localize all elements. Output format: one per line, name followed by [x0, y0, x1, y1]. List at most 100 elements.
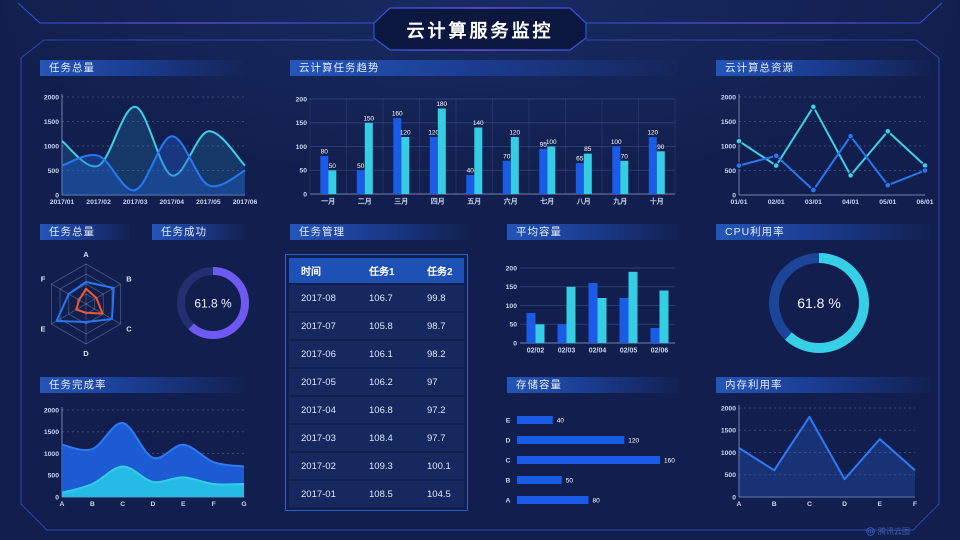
svg-text:1500: 1500	[44, 119, 59, 126]
svg-text:F: F	[41, 275, 46, 284]
tasks-total-line-chart: 0 500 1000 1500 2000 2017/01 2017/02 2017/03 201…	[44, 94, 257, 206]
svg-text:0: 0	[55, 494, 59, 501]
svg-text:四月: 四月	[431, 198, 445, 206]
svg-text:D: D	[842, 501, 847, 508]
page-title: 云计算服务监控	[406, 21, 554, 41]
panel-title-avg-capacity: 平均容量	[507, 224, 679, 240]
table-cell: 2017-03	[301, 432, 336, 444]
table-cell: 99.8	[427, 292, 446, 304]
table-cell: 2017-02	[301, 460, 336, 472]
svg-text:八月: 八月	[576, 198, 591, 206]
tencent-cloud-logo-icon	[866, 527, 875, 536]
svg-text:80: 80	[593, 498, 601, 505]
svg-text:140: 140	[473, 120, 484, 127]
svg-text:A: A	[60, 501, 65, 508]
svg-text:95: 95	[540, 141, 548, 148]
svg-text:B: B	[90, 501, 95, 508]
svg-text:500: 500	[48, 168, 60, 175]
table-cell: 106.8	[369, 404, 393, 416]
svg-text:2017/03: 2017/03	[123, 199, 148, 206]
svg-text:90: 90	[657, 144, 665, 151]
svg-text:2017/06: 2017/06	[233, 199, 258, 206]
table-row: 2017-05 106.2 97	[289, 369, 464, 395]
svg-text:G: G	[241, 501, 246, 508]
table-cell: 97.7	[427, 432, 446, 444]
table-cell: 98.7	[427, 320, 446, 332]
table-cell: 109.3	[369, 460, 393, 472]
svg-text:2000: 2000	[44, 94, 59, 101]
svg-text:二月: 二月	[358, 198, 372, 206]
svg-text:500: 500	[725, 472, 737, 479]
memory-line-chart: 0 500 1000 1500 2000 A B C D E F	[721, 405, 917, 508]
table-cell: 97.2	[427, 404, 446, 416]
svg-text:一月: 一月	[321, 198, 335, 206]
svg-text:A: A	[737, 501, 742, 508]
svg-text:1500: 1500	[44, 429, 59, 436]
svg-text:85: 85	[584, 146, 592, 153]
svg-text:100: 100	[611, 139, 622, 146]
panel-title-tasks-radar: 任务总量	[40, 224, 130, 240]
storage-hbar-chart: E 40 D 120 C 160 B 50 A 80	[506, 416, 675, 505]
svg-text:02/01: 02/01	[768, 199, 785, 206]
svg-text:C: C	[126, 324, 132, 333]
svg-text:02/02: 02/02	[527, 348, 545, 355]
table-header-row: 时间 任务1 任务2	[289, 258, 464, 283]
svg-text:0: 0	[732, 192, 736, 199]
svg-text:D: D	[506, 438, 511, 445]
svg-text:120: 120	[647, 130, 658, 137]
table-cell: 105.8	[369, 320, 393, 332]
svg-text:150: 150	[363, 115, 374, 122]
svg-text:0: 0	[513, 340, 517, 347]
svg-text:03/01: 03/01	[805, 199, 822, 206]
panel-title-tasks-total: 任务总量	[40, 60, 244, 76]
svg-text:C: C	[120, 501, 125, 508]
svg-text:02/03: 02/03	[558, 348, 576, 355]
task-table: 时间 任务1 任务2 2017-08 106.7 99.8 2017-07 105.8 98.7…	[285, 254, 468, 511]
svg-text:65: 65	[576, 156, 584, 163]
table-cell: 2017-07	[301, 320, 336, 332]
svg-text:40: 40	[557, 418, 565, 425]
svg-text:120: 120	[509, 130, 520, 137]
svg-text:B: B	[772, 501, 777, 508]
panel-title-memory: 内存利用率	[716, 377, 930, 393]
svg-text:E: E	[41, 324, 46, 333]
svg-text:50: 50	[329, 163, 337, 170]
watermark-text: 腾讯云图	[878, 527, 910, 536]
table-cell: 2017-08	[301, 292, 336, 304]
panel-title-task-success: 任务成功	[152, 224, 245, 240]
svg-text:B: B	[506, 478, 511, 485]
svg-text:2000: 2000	[721, 94, 736, 101]
svg-text:160: 160	[664, 458, 675, 465]
panel-title-cpu: CPU利用率	[716, 224, 930, 240]
svg-text:02/06: 02/06	[651, 348, 669, 355]
svg-text:A: A	[506, 498, 511, 505]
svg-text:01/01: 01/01	[730, 199, 747, 206]
svg-text:80: 80	[321, 149, 329, 156]
table-cell: 100.1	[427, 460, 451, 472]
svg-text:0: 0	[303, 191, 307, 198]
svg-text:50: 50	[509, 322, 517, 329]
svg-text:C: C	[506, 458, 511, 465]
svg-text:120: 120	[628, 438, 639, 445]
table-row: 2017-01 108.5 104.5	[289, 481, 464, 507]
svg-text:70: 70	[621, 153, 629, 160]
svg-text:B: B	[126, 275, 132, 284]
svg-text:C: C	[807, 501, 812, 508]
svg-text:F: F	[212, 501, 216, 508]
svg-text:61.8 %: 61.8 %	[194, 296, 232, 310]
svg-text:D: D	[151, 501, 156, 508]
svg-text:50: 50	[299, 168, 307, 175]
svg-text:1000: 1000	[721, 450, 736, 457]
svg-text:2017/05: 2017/05	[196, 199, 221, 206]
svg-text:1500: 1500	[721, 119, 736, 126]
svg-text:1000: 1000	[721, 143, 736, 150]
svg-text:2000: 2000	[44, 407, 59, 414]
table-cell: 108.4	[369, 432, 393, 444]
avg-capacity-bar-chart: 0 50 100 150 200 02/02 02/03 02/04 02/05 02/06	[506, 265, 675, 355]
svg-text:2000: 2000	[721, 405, 736, 412]
svg-text:E: E	[878, 501, 883, 508]
tasks-radar-chart: A B C D E F	[41, 250, 133, 358]
svg-text:1000: 1000	[44, 143, 59, 150]
